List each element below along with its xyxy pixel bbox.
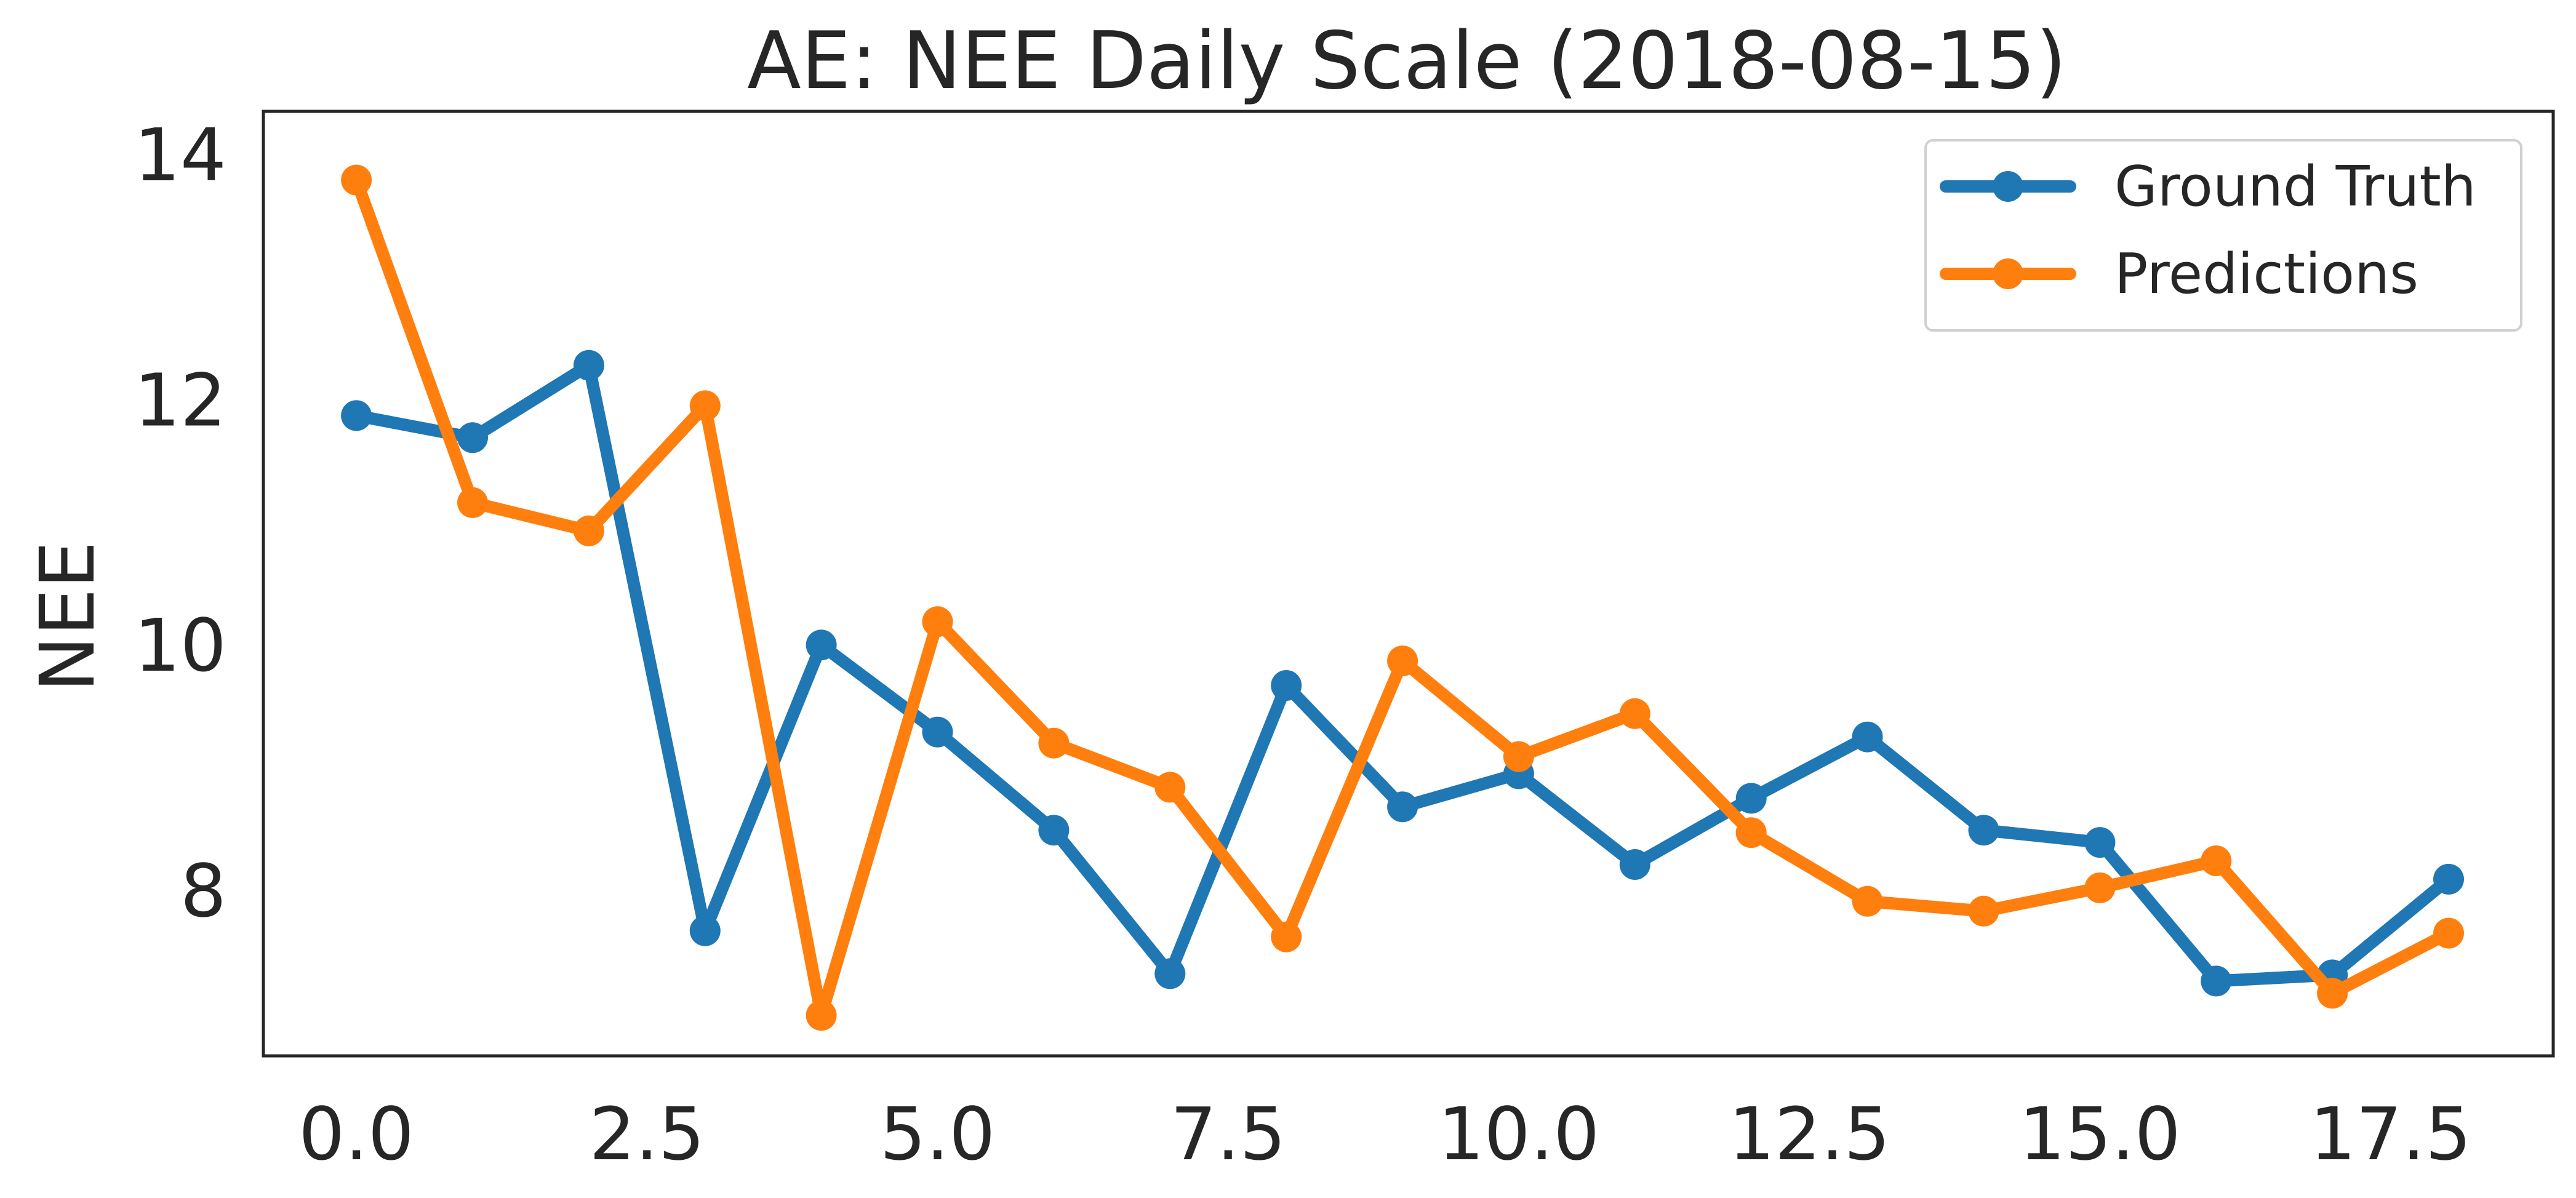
data-point-ground-truth bbox=[1271, 670, 1302, 701]
data-point-ground-truth bbox=[806, 629, 837, 661]
data-point-predictions bbox=[457, 487, 488, 518]
legend-label-ground-truth: Ground Truth bbox=[2114, 154, 2476, 219]
data-point-ground-truth bbox=[457, 422, 488, 453]
data-point-predictions bbox=[1852, 885, 1883, 917]
legend: Ground Truth Predictions bbox=[1924, 139, 2522, 332]
legend-marker-predictions bbox=[1993, 258, 2023, 289]
data-point-ground-truth bbox=[1038, 815, 1070, 846]
data-point-ground-truth bbox=[1852, 721, 1883, 753]
data-point-predictions bbox=[2084, 872, 2116, 903]
data-point-predictions bbox=[689, 390, 721, 421]
data-point-predictions bbox=[1387, 645, 1418, 677]
y-tick-label: 10 bbox=[134, 603, 226, 688]
data-point-predictions bbox=[573, 515, 604, 546]
data-point-ground-truth bbox=[2433, 863, 2464, 895]
data-point-predictions bbox=[2433, 917, 2464, 949]
data-point-predictions bbox=[1038, 727, 1070, 759]
plot-area bbox=[341, 164, 2464, 1031]
data-point-ground-truth bbox=[1154, 958, 1186, 989]
data-point-predictions bbox=[1271, 921, 1302, 952]
data-point-ground-truth bbox=[573, 349, 604, 381]
data-point-predictions bbox=[341, 164, 372, 196]
data-point-ground-truth bbox=[341, 400, 372, 431]
x-tick-label: 0.0 bbox=[298, 1092, 414, 1176]
x-tick-label: 7.5 bbox=[1170, 1092, 1286, 1176]
data-point-predictions bbox=[806, 1000, 837, 1031]
data-point-predictions bbox=[922, 606, 953, 637]
data-point-predictions bbox=[1619, 698, 1650, 729]
series-predictions bbox=[341, 164, 2464, 1031]
data-point-ground-truth bbox=[1387, 791, 1418, 823]
y-tick-label: 14 bbox=[134, 113, 226, 198]
data-point-predictions bbox=[1154, 772, 1186, 803]
x-tick-label: 15.0 bbox=[2019, 1092, 2181, 1176]
data-point-predictions bbox=[2317, 978, 2348, 1009]
data-point-ground-truth bbox=[689, 915, 721, 946]
y-axis-label: NEE bbox=[24, 541, 111, 692]
x-tick-label: 12.5 bbox=[1729, 1092, 1890, 1176]
axes-frame bbox=[262, 110, 2555, 1058]
chart-title: AE: NEE Daily Scale (2018-08-15) bbox=[747, 15, 2066, 107]
y-tick-label: 8 bbox=[180, 849, 226, 933]
x-tick-label: 5.0 bbox=[880, 1092, 996, 1176]
y-tick-label: 12 bbox=[134, 357, 226, 442]
data-point-ground-truth bbox=[2201, 965, 2232, 997]
legend-marker-ground-truth bbox=[1993, 171, 2023, 202]
data-point-predictions bbox=[1503, 741, 1534, 772]
x-tick-label: 17.5 bbox=[2310, 1092, 2471, 1176]
data-point-predictions bbox=[1968, 895, 1999, 927]
data-point-ground-truth bbox=[1968, 815, 1999, 846]
data-point-ground-truth bbox=[1619, 849, 1650, 880]
data-point-predictions bbox=[2201, 845, 2232, 876]
legend-label-predictions: Predictions bbox=[2114, 242, 2418, 306]
series-ground-truth bbox=[341, 349, 2464, 997]
data-point-ground-truth bbox=[922, 716, 953, 748]
data-point-predictions bbox=[1735, 817, 1767, 849]
x-tick-label: 2.5 bbox=[589, 1092, 705, 1176]
data-point-ground-truth bbox=[2084, 827, 2116, 858]
data-point-ground-truth bbox=[1735, 783, 1767, 814]
x-tick-label: 10.0 bbox=[1438, 1092, 1600, 1176]
